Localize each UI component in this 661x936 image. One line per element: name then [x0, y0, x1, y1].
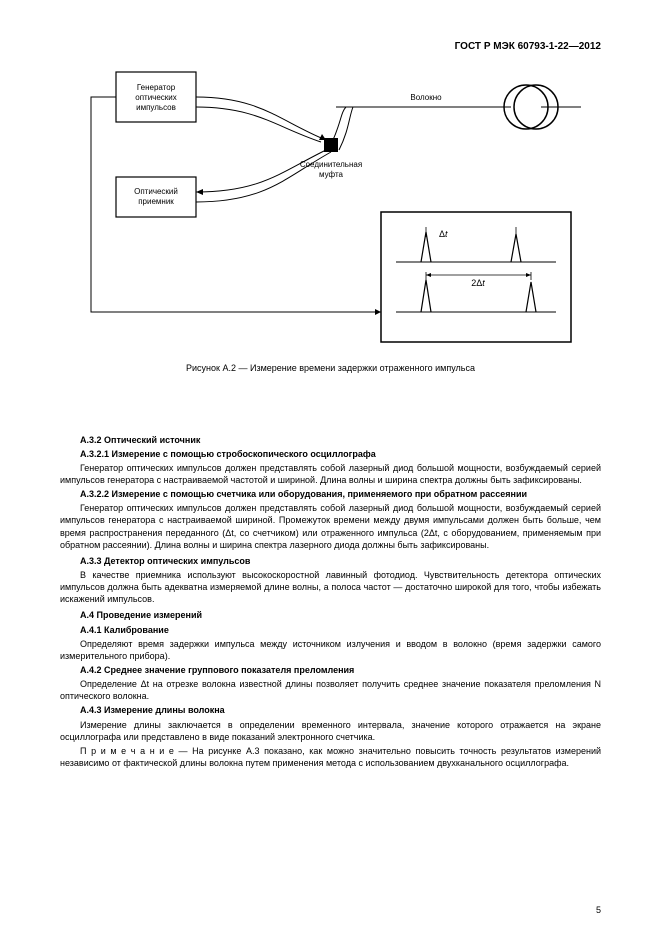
heading-a42: А.4.2 Среднее значение группового показа…	[60, 664, 601, 676]
document-code: ГОСТ Р МЭК 60793-1-22—2012	[60, 40, 601, 54]
label-delta-t: Δt	[439, 229, 448, 239]
label-generator: Генератороптическихимпульсов	[135, 83, 177, 112]
page-number: 5	[596, 904, 601, 916]
label-receiver: Оптическийприемник	[134, 187, 178, 206]
para-a42: Определение Δt на отрезке волокна извест…	[60, 678, 601, 702]
diagram-svg: Генератороптическихимпульсов Оптическийп…	[81, 62, 581, 352]
heading-a4: А.4 Проведение измерений	[60, 609, 601, 621]
para-a321: Генератор оптических импульсов должен пр…	[60, 462, 601, 486]
heading-a32: А.3.2 Оптический источник	[60, 434, 601, 446]
page: ГОСТ Р МЭК 60793-1-22—2012 Генераторопти…	[0, 0, 661, 936]
diagram-figure-a2: Генератороптическихимпульсов Оптическийп…	[81, 62, 581, 352]
figure-caption: Рисунок А.2 — Измерение времени задержки…	[60, 362, 601, 374]
para-a43: Измерение длины заключается в определени…	[60, 719, 601, 743]
para-note: П р и м е ч а н и е — На рисунке А.3 пок…	[60, 745, 601, 769]
body-text: А.3.2 Оптический источник А.3.2.1 Измере…	[60, 434, 601, 770]
heading-a321: А.3.2.1 Измерение с помощью стробоскопич…	[60, 448, 601, 460]
para-a322: Генератор оптических импульсов должен пр…	[60, 502, 601, 551]
para-a41: Определяют время задержки импульса между…	[60, 638, 601, 662]
heading-a41: А.4.1 Калибрование	[60, 624, 601, 636]
label-fiber: Волокно	[410, 93, 442, 102]
heading-a33: А.3.3 Детектор оптических импульсов	[60, 555, 601, 567]
label-coupler: Соединительнаямуфта	[299, 160, 361, 179]
label-two-delta-t: 2Δt	[471, 278, 485, 288]
heading-a322: А.3.2.2 Измерение с помощью счетчика или…	[60, 488, 601, 500]
para-a33: В качестве приемника используют высокоск…	[60, 569, 601, 605]
heading-a43: А.4.3 Измерение длины волокна	[60, 704, 601, 716]
